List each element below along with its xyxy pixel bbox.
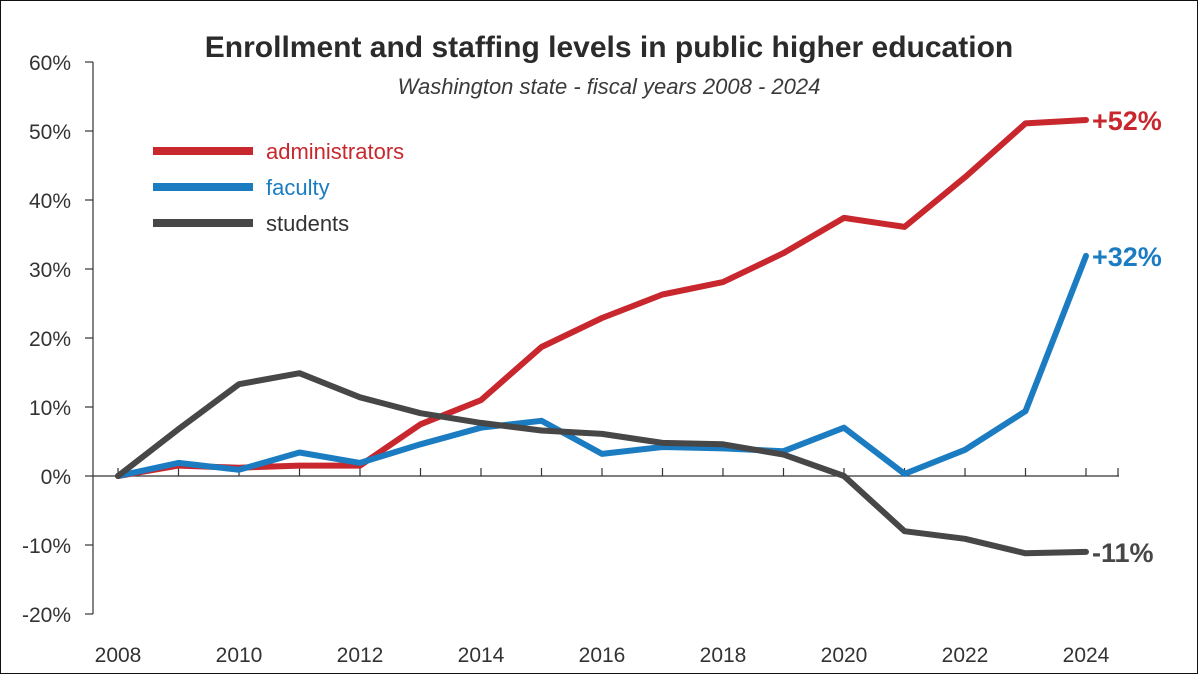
series-line-students	[115, 370, 1089, 557]
y-tick-label: -10%	[22, 535, 71, 558]
legend-label-faculty: faculty	[266, 175, 330, 200]
x-tick-label: 2010	[216, 644, 263, 667]
y-tick-label: 10%	[29, 397, 71, 420]
y-tick-label: 0%	[41, 466, 71, 489]
chart-subtitle: Washington state - fiscal years 2008 - 2…	[398, 74, 821, 99]
x-tick-label: 2016	[579, 644, 626, 667]
y-ticks: 60% 50% 40% 30% 20% 10% 0% -10% -20%	[22, 52, 93, 627]
y-tick-label: 60%	[29, 52, 71, 75]
x-tick-label: 2012	[337, 644, 384, 667]
end-label-administrators: +52%	[1092, 106, 1162, 136]
x-tick-label: 2014	[458, 644, 505, 667]
x-tick-label: 2020	[821, 644, 868, 667]
legend-label-administrators: administrators	[266, 139, 404, 164]
series-lines	[115, 117, 1089, 557]
x-ticks: 2008 2010 2012 2014 2016 2018 2020 2022 2024	[95, 468, 1119, 667]
y-tick-label: 20%	[29, 328, 71, 351]
end-label-students: -11%	[1092, 538, 1154, 568]
legend: administrators faculty students	[153, 139, 404, 236]
end-label-faculty: +32%	[1092, 242, 1162, 272]
x-tick-label: 2022	[942, 644, 989, 667]
x-tick-label: 2008	[95, 644, 142, 667]
x-tick-label: 2024	[1063, 644, 1110, 667]
x-tick-label: 2018	[700, 644, 747, 667]
y-tick-label: 50%	[29, 121, 71, 144]
end-labels: +52% +32% -11%	[1092, 106, 1162, 568]
y-tick-label: 30%	[29, 259, 71, 282]
y-tick-label: -20%	[22, 604, 71, 627]
series-line-administrators	[115, 117, 1089, 479]
legend-label-students: students	[266, 211, 349, 236]
series-line-faculty	[115, 252, 1089, 479]
chart-title: Enrollment and staffing levels in public…	[205, 31, 1013, 64]
y-tick-label: 40%	[29, 190, 71, 213]
